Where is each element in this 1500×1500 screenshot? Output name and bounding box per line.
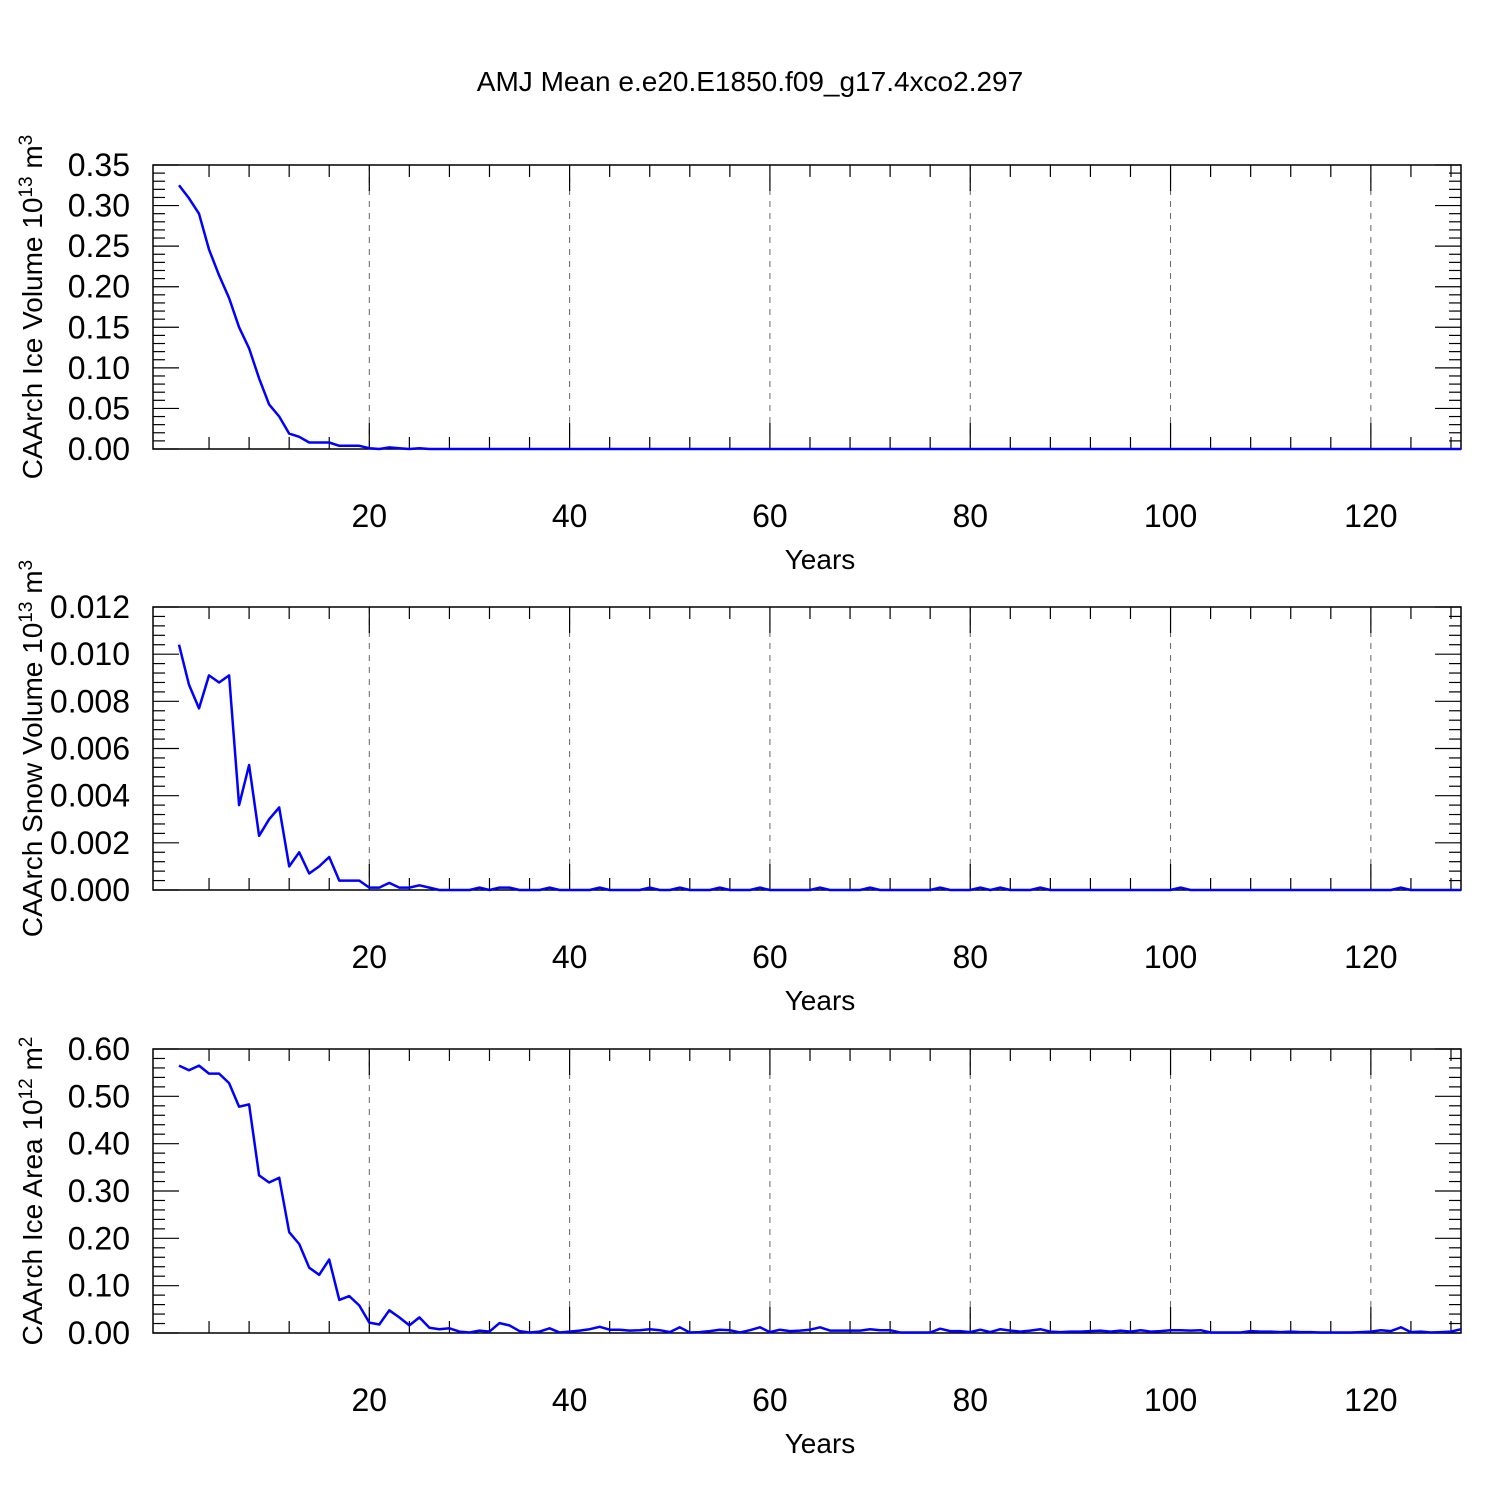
x-tick-label: 120 <box>1344 939 1397 975</box>
x-tick-label: 80 <box>952 1382 988 1418</box>
panels-container: 0.00 0.05 0.10 0.15 0.20 0.25 0.30 0.35 20 40 60 80… <box>16 135 1462 1459</box>
x-tick-label: 40 <box>552 1382 588 1418</box>
x-tick-label: 80 <box>952 939 988 975</box>
x-tick-label: 20 <box>352 498 388 534</box>
y-tick-label: 0.012 <box>50 589 130 625</box>
x-tick-label: 120 <box>1344 498 1397 534</box>
x-tick-label: 100 <box>1144 498 1197 534</box>
x-tick-label: 100 <box>1144 939 1197 975</box>
y-tick-label: 0.010 <box>50 636 130 672</box>
x-tick-label: 100 <box>1144 1382 1197 1418</box>
y-tick-label: 0.25 <box>68 228 130 264</box>
plot-frame <box>152 1048 1462 1334</box>
x-tick-label: 40 <box>552 939 588 975</box>
x-tick-label: 60 <box>752 939 788 975</box>
x-tick-label: 20 <box>352 1382 388 1418</box>
x-tick-label: 60 <box>752 1382 788 1418</box>
y-tick-label: 0.10 <box>68 1268 130 1304</box>
x-tick-label: 120 <box>1344 1382 1397 1418</box>
y-tick-label: 0.20 <box>68 269 130 305</box>
x-axis-title: Years <box>785 1428 856 1459</box>
y-axis-title: CAArch Ice Area 1012 m2 <box>16 1037 49 1346</box>
panel-3: 0.00 0.10 0.20 0.30 0.40 0.50 0.60 20 40 60 80 100 1… <box>16 1031 1462 1459</box>
y-tick-label: 0.000 <box>50 872 130 908</box>
series-line <box>177 644 1461 892</box>
y-tick-label: 0.008 <box>50 683 130 719</box>
y-tick-label: 0.30 <box>68 1173 130 1209</box>
y-tick-label: 0.006 <box>50 731 130 767</box>
y-tick-label: 0.00 <box>68 431 130 467</box>
y-tick-label: 0.05 <box>68 390 130 426</box>
panel-2: 0.000 0.002 0.004 0.006 0.008 0.010 0.012 20 40 6… <box>16 560 1462 1016</box>
x-tick-label: 40 <box>552 498 588 534</box>
y-tick-label: 0.00 <box>68 1315 130 1351</box>
plot-frame <box>152 164 1462 450</box>
y-axis-title: CAArch Ice Volume 1013 m3 <box>16 135 49 480</box>
y-tick-label: 0.30 <box>68 188 130 224</box>
figure-title: AMJ Mean e.e20.E1850.f09_g17.4xco2.297 <box>477 66 1023 97</box>
y-tick-label: 0.60 <box>68 1031 130 1067</box>
y-tick-label: 0.10 <box>68 350 130 386</box>
x-axis-title: Years <box>785 985 856 1016</box>
x-tick-label: 20 <box>352 939 388 975</box>
series-line <box>178 184 1461 451</box>
plot-frame <box>152 606 1462 891</box>
x-tick-label: 60 <box>752 498 788 534</box>
panel-1: 0.00 0.05 0.10 0.15 0.20 0.25 0.30 0.35 20 40 60 80… <box>16 135 1462 575</box>
y-tick-label: 0.002 <box>50 825 130 861</box>
y-tick-label: 0.20 <box>68 1220 130 1256</box>
x-axis-title: Years <box>785 544 856 575</box>
series-line <box>178 1064 1462 1334</box>
y-tick-label: 0.50 <box>68 1078 130 1114</box>
y-tick-label: 0.004 <box>50 778 130 814</box>
y-tick-label: 0.40 <box>68 1126 130 1162</box>
y-tick-label: 0.35 <box>68 147 130 183</box>
y-axis-title: CAArch Snow Volume 1013 m3 <box>16 560 49 937</box>
x-tick-label: 80 <box>952 498 988 534</box>
y-tick-label: 0.15 <box>68 309 130 345</box>
